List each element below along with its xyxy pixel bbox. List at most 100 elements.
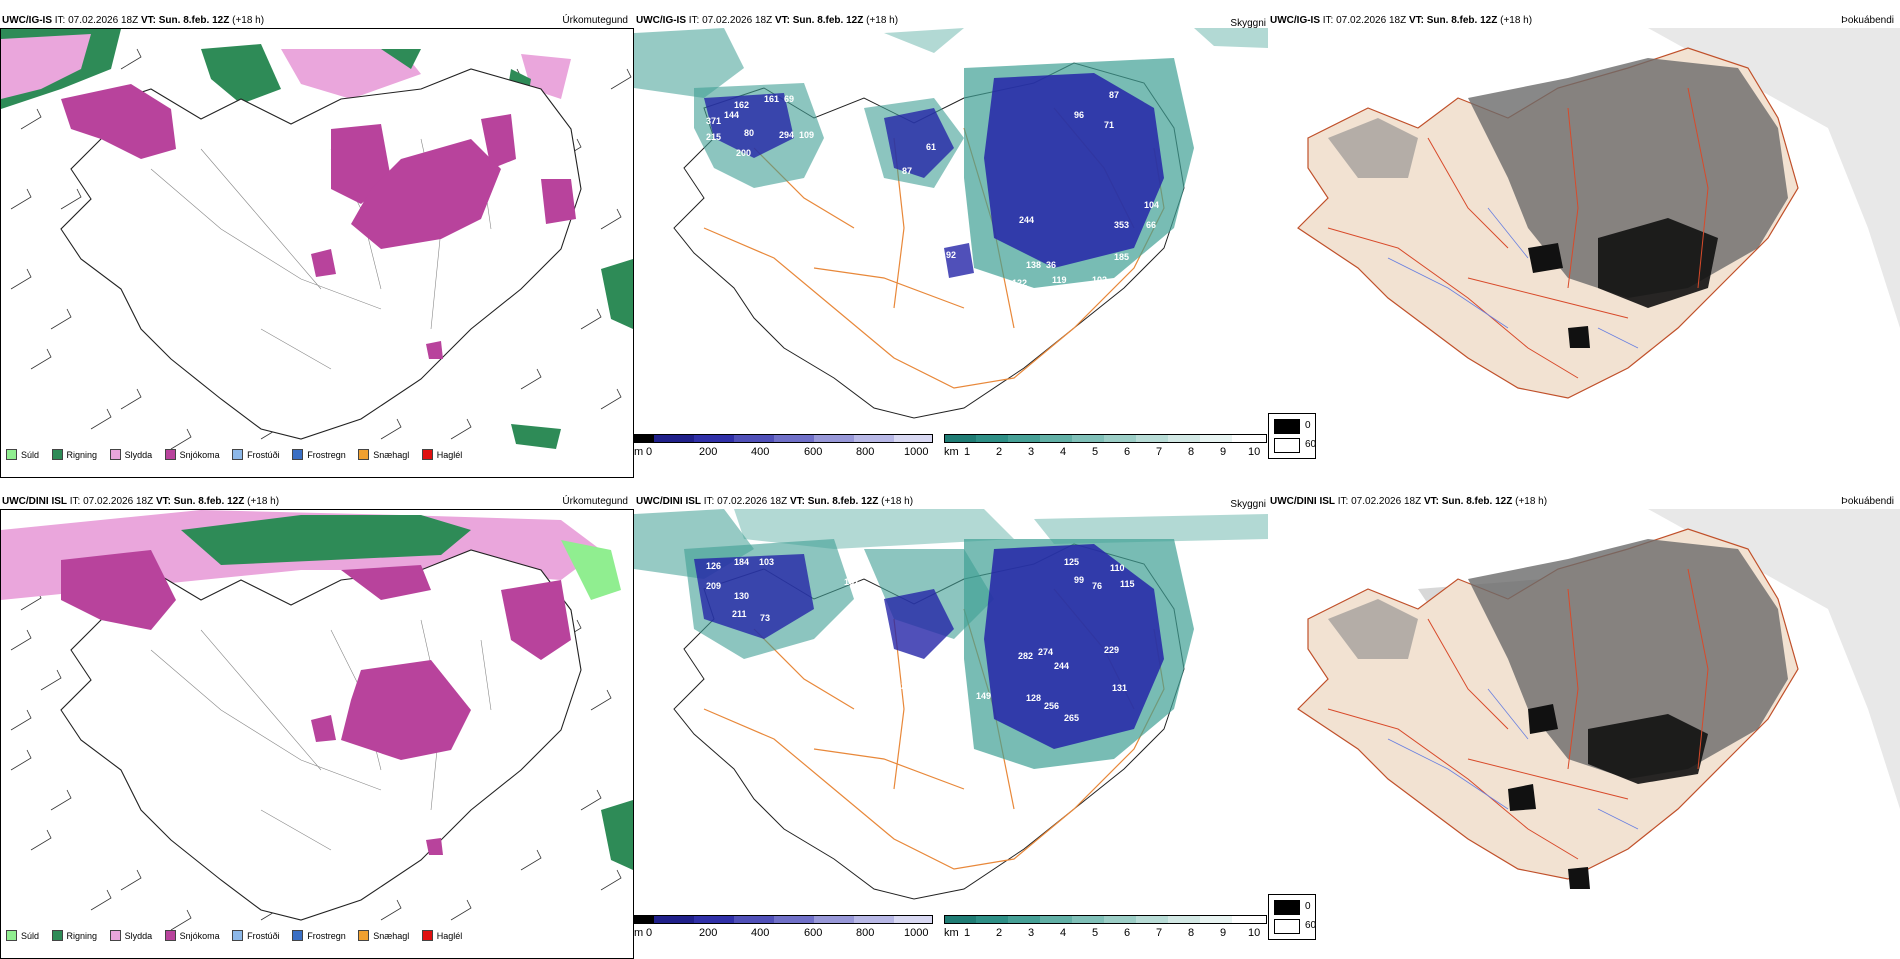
tick-label: 4 xyxy=(1060,446,1067,458)
ceiling-label: 209 xyxy=(706,581,721,591)
ceiling-label: 138 xyxy=(1026,260,1041,270)
tick-label: 9 xyxy=(1220,446,1227,458)
fog-legend: 0 60 xyxy=(1268,413,1316,459)
ceiling-label: 274 xyxy=(1038,647,1053,657)
tick-label: 3 xyxy=(1028,927,1035,939)
panel-header: UWC/IG-IS IT: 07.02.2026 18Z VT: Sun. 8.… xyxy=(636,15,899,26)
ceiling-label: 128 xyxy=(1026,693,1041,703)
ceiling-label: 99 xyxy=(1074,575,1084,585)
valid-time: Sun. 8.feb. 12Z xyxy=(158,15,230,26)
ceiling-label: 122 xyxy=(1012,278,1027,288)
tick-label: 5 xyxy=(1092,446,1099,458)
ceiling-label: 149 xyxy=(976,691,991,701)
panel-title: Úrkomutegund xyxy=(562,496,628,507)
ceiling-label: 282 xyxy=(1018,651,1033,661)
map-frame xyxy=(0,28,634,478)
visibility-unit: km xyxy=(944,927,959,939)
ceiling-label: 109 xyxy=(799,130,814,140)
ceiling-label: 76 xyxy=(1092,581,1102,591)
tick-label: 800 xyxy=(856,446,875,458)
ceiling-label: 371 xyxy=(706,116,721,126)
tick-label: 8 xyxy=(1188,927,1195,939)
legend-item: Slydda xyxy=(109,449,152,460)
ceiling-label: 157 xyxy=(844,577,859,587)
ceiling-label: 161 xyxy=(764,94,779,104)
precip-legend: Súld Rigning Slydda Snjókoma Frostúði Fr… xyxy=(6,930,472,943)
precip-panel-top: UWC/IG-IS IT: 07.02.2026 18Z VT: Sun. 8.… xyxy=(0,12,634,478)
tick-label: 7 xyxy=(1156,446,1163,458)
panel-header: UWC/DINI ISL IT: 07.02.2026 18Z VT: Sun.… xyxy=(1270,496,1548,507)
ceiling-label: 66 xyxy=(1146,220,1156,230)
legend-item: Súld xyxy=(6,930,39,941)
ceiling-label: 294 xyxy=(779,130,794,140)
ceiling-label: 131 xyxy=(1112,683,1127,693)
ceiling-colorbar xyxy=(634,915,934,925)
ceiling-label: 119 xyxy=(1052,275,1067,285)
legend-item: Snjókoma xyxy=(164,449,220,460)
lead-time: (+18 h) xyxy=(232,15,265,26)
init-time: 07.02.2026 18Z xyxy=(83,496,154,507)
tick-label: 400 xyxy=(751,446,770,458)
legend-item: Snjókoma xyxy=(164,930,220,941)
ceiling-label: 244 xyxy=(1054,661,1069,671)
ceiling-label: 80 xyxy=(744,128,754,138)
legend-item: Snæhagl xyxy=(358,930,409,941)
visibility-map: 126 184 103 209 130 211 73 157 125 110 9… xyxy=(634,509,1268,900)
legend-item: Slydda xyxy=(109,930,152,941)
ceiling-label: 196 xyxy=(1016,292,1031,302)
tick-label: 6 xyxy=(1124,927,1131,939)
ceiling-label: 101 xyxy=(914,90,929,100)
ceiling-label: 144 xyxy=(724,110,739,120)
tick-label: 1000 xyxy=(904,927,929,939)
panel-title: Þokuábendi xyxy=(1841,15,1894,26)
ceiling-unit: m xyxy=(634,927,644,939)
tick-label: 3 xyxy=(1028,446,1035,458)
ceiling-label: 184 xyxy=(734,557,749,567)
legend-item: Frostregn xyxy=(292,930,346,941)
precip-panel-bottom: UWC/DINI ISL IT: 07.02.2026 18Z VT: Sun.… xyxy=(0,493,634,959)
model-name: UWC/DINI ISL xyxy=(2,496,67,507)
visibility-map: 162 161 69 371 144 215 80 200 294 109 10… xyxy=(634,28,1268,419)
ceiling-label: 125 xyxy=(1064,557,1079,567)
ceiling-label: 115 xyxy=(1120,579,1135,589)
tick-label: 2 xyxy=(996,927,1003,939)
ceiling-label: 103 xyxy=(759,557,774,567)
tick-label: 1 xyxy=(964,927,971,939)
ceiling-label: 162 xyxy=(734,100,749,110)
tick-label: 10 xyxy=(1248,446,1261,458)
panel-header: UWC/DINI ISL IT: 07.02.2026 18Z VT: Sun.… xyxy=(636,496,914,507)
tick-label: 1 xyxy=(964,446,971,458)
ceiling-label: 256 xyxy=(1044,701,1059,711)
ceiling-unit: m xyxy=(634,446,644,458)
visibility-colorbar xyxy=(944,915,1268,925)
ceiling-label: 130 xyxy=(734,591,749,601)
tick-label: 1000 xyxy=(904,446,929,458)
ceiling-label: 353 xyxy=(1114,220,1129,230)
legend-item: Snæhagl xyxy=(358,449,409,460)
ceiling-label: 200 xyxy=(736,148,751,158)
tick-label: 10 xyxy=(1248,927,1261,939)
tick-label: 4 xyxy=(1060,927,1067,939)
tick-label: 7 xyxy=(1156,927,1163,939)
visibility-unit: km xyxy=(944,446,959,458)
tick-label: 8 xyxy=(1188,446,1195,458)
ceiling-label: 69 xyxy=(784,94,794,104)
fog-panel-top: UWC/IG-IS IT: 07.02.2026 18Z VT: Sun. 8.… xyxy=(1268,12,1900,466)
tick-label: 600 xyxy=(804,446,823,458)
ceiling-label: 229 xyxy=(1104,645,1119,655)
visibility-panel-top: UWC/IG-IS IT: 07.02.2026 18Z VT: Sun. 8.… xyxy=(634,12,1268,466)
ceiling-label: 215 xyxy=(706,132,721,142)
legend-item: Rigning xyxy=(51,449,97,460)
ceiling-label: 244 xyxy=(1019,215,1034,225)
ceiling-label: 71 xyxy=(1104,120,1114,130)
ceiling-label: 36 xyxy=(1046,260,1056,270)
panel-header: UWC/IG-IS IT: 07.02.2026 18Z VT: Sun. 8.… xyxy=(2,15,265,26)
tick-label: 5 xyxy=(1092,927,1099,939)
legend-item: Frostúði xyxy=(232,930,280,941)
ceiling-label: 61 xyxy=(926,142,936,152)
ceiling-label: 96 xyxy=(1074,110,1084,120)
panel-header: UWC/IG-IS IT: 07.02.2026 18Z VT: Sun. 8.… xyxy=(1270,15,1533,26)
visibility-colorbar xyxy=(944,434,1268,444)
visibility-panel-bottom: UWC/DINI ISL IT: 07.02.2026 18Z VT: Sun.… xyxy=(634,493,1268,947)
fog-map xyxy=(1297,509,1900,889)
